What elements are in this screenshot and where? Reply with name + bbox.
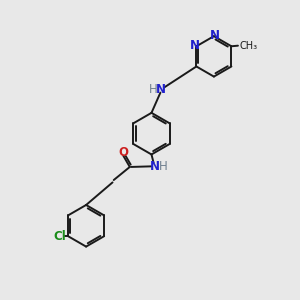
Text: O: O	[118, 146, 128, 159]
Text: N: N	[210, 29, 220, 42]
Text: H: H	[159, 160, 168, 173]
Text: Cl: Cl	[54, 230, 66, 243]
Text: CH₃: CH₃	[240, 41, 258, 51]
Text: N: N	[190, 39, 200, 52]
Text: N: N	[150, 160, 160, 173]
Text: H: H	[148, 82, 157, 96]
Text: N: N	[155, 82, 165, 96]
